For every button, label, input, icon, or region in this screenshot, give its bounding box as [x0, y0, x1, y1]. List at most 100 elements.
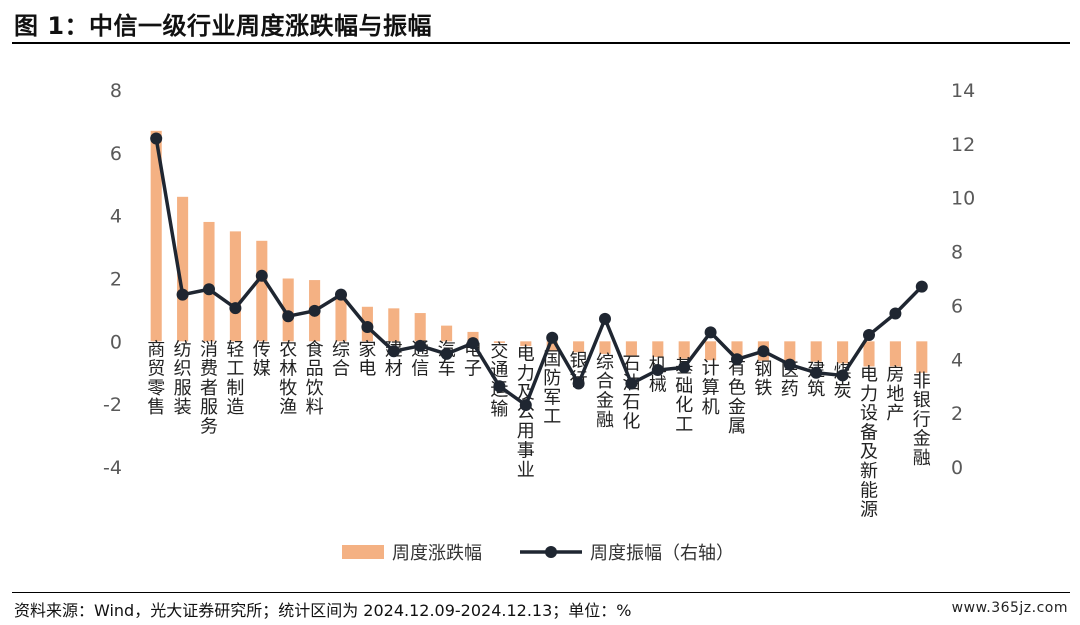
- legend-label-bar: 周度涨跌幅: [392, 543, 482, 564]
- category-label: 传媒: [253, 339, 271, 379]
- line-point-amplitude: [176, 288, 189, 301]
- left-axis-tick-label: 0: [110, 331, 122, 353]
- right-axis-tick-label: 4: [951, 349, 963, 371]
- bar-weekly-change: [335, 297, 347, 342]
- category-label: 有色金属: [728, 358, 746, 437]
- line-point-amplitude: [625, 377, 638, 390]
- line-point-amplitude: [150, 132, 163, 145]
- line-point-amplitude: [915, 280, 928, 293]
- line-point-amplitude: [783, 358, 796, 371]
- category-label: 非银行金融: [913, 371, 931, 469]
- bar-weekly-change: [916, 341, 928, 373]
- line-point-amplitude: [546, 331, 559, 344]
- bar-weekly-change: [705, 341, 717, 361]
- category-label: 纺织服装: [174, 339, 192, 418]
- chart-canvas: 8 6 4 2 0 -2 -4 14 12 10 8 6 4 2 0 商贸零售纺织服装消费者服务轻工制造传媒农…: [103, 80, 975, 564]
- right-axis-tick-label: 14: [951, 80, 975, 102]
- bar-weekly-change: [678, 341, 690, 359]
- category-label: 电力及公用事业: [517, 344, 535, 481]
- bar-weekly-change: [546, 341, 558, 351]
- line-point-amplitude: [810, 366, 823, 379]
- line-point-amplitude: [282, 310, 295, 323]
- category-label: 轻工制造: [226, 339, 244, 418]
- legend-swatch-bar: [342, 545, 384, 559]
- category-label: 基础化工: [675, 357, 693, 436]
- line-point-amplitude: [440, 347, 453, 360]
- category-label: 农林牧渔: [279, 339, 297, 418]
- bar-weekly-change: [837, 341, 849, 364]
- bar-weekly-change: [467, 331, 479, 342]
- line-point-amplitude: [493, 380, 506, 393]
- category-label: 建筑: [807, 360, 825, 400]
- right-axis-tick-label: 0: [951, 457, 963, 479]
- line-point-amplitude: [414, 339, 427, 352]
- bar-weekly-change: [177, 196, 189, 342]
- line-point-amplitude: [203, 283, 215, 296]
- category-label: 商贸零售: [147, 339, 165, 418]
- legend-label-line: 周度振幅（右轴）: [590, 543, 734, 564]
- bar-weekly-change: [520, 341, 532, 347]
- source-note: 资料来源：Wind，光大证券研究所；统计区间为 2024.12.09-2024.…: [14, 601, 632, 620]
- right-axis-tick-label: 2: [951, 403, 963, 425]
- line-point-amplitude: [704, 326, 717, 339]
- bar-weekly-change: [150, 130, 162, 342]
- line-point-amplitude: [467, 337, 479, 350]
- bar-weekly-change: [441, 325, 453, 342]
- source-divider: [12, 592, 1070, 593]
- line-point-amplitude: [599, 312, 611, 325]
- right-axis-tick-label: 6: [951, 295, 963, 317]
- left-axis-tick-label: -2: [103, 394, 122, 416]
- bar-weekly-change: [599, 341, 611, 354]
- category-label: 家电: [358, 339, 376, 379]
- category-label: 电力设备及新能源: [860, 364, 878, 520]
- line-point-amplitude: [731, 353, 743, 366]
- line-point-amplitude: [308, 304, 321, 317]
- right-axis-tick-label: 12: [951, 134, 975, 156]
- bar-weekly-change: [731, 341, 743, 361]
- left-axis-tick-label: 6: [110, 143, 122, 165]
- category-label: 综合: [332, 339, 350, 379]
- legend-swatch-line-marker: [545, 546, 557, 558]
- category-label: 食品饮料: [306, 339, 324, 418]
- line-point-amplitude: [572, 377, 585, 390]
- line-point-amplitude: [836, 369, 849, 382]
- line-point-amplitude: [335, 288, 347, 301]
- left-axis-tick-label: -4: [103, 457, 122, 479]
- right-axis-tick-label: 10: [951, 188, 975, 210]
- left-axis-tick-label: 2: [110, 269, 122, 291]
- title-divider: [12, 42, 1070, 44]
- line-point-amplitude: [757, 345, 770, 358]
- chart-title: 图 1：中信一级行业周度涨跌幅与振幅: [14, 12, 433, 40]
- category-label: 钢铁: [754, 359, 772, 399]
- left-axis-tick-label: 4: [110, 206, 122, 228]
- bar-weekly-change: [889, 341, 901, 367]
- bar-weekly-change: [388, 308, 400, 342]
- right-axis-tick-label: 8: [951, 242, 963, 264]
- line-point-amplitude: [255, 269, 268, 282]
- watermark: www.365jz.com: [951, 600, 1068, 616]
- bar-weekly-change: [256, 240, 268, 342]
- bar-weekly-change: [229, 231, 241, 342]
- line-point-amplitude: [361, 320, 374, 333]
- bar-weekly-change: [573, 341, 585, 353]
- category-label: 消费者服务: [200, 339, 218, 437]
- left-axis-tick-label: 8: [110, 80, 122, 102]
- line-point-amplitude: [678, 361, 691, 374]
- category-label: 综合金融: [596, 352, 614, 431]
- bar-weekly-change: [810, 341, 822, 362]
- bar-weekly-change: [414, 313, 426, 342]
- category-label: 国防军工: [543, 349, 561, 428]
- bar-weekly-change: [652, 341, 664, 358]
- bar-weekly-change: [625, 341, 637, 356]
- line-point-amplitude: [229, 302, 242, 315]
- line-point-amplitude: [519, 399, 532, 412]
- line-point-amplitude: [889, 307, 902, 320]
- category-label: 房地产: [886, 364, 904, 424]
- bar-weekly-change: [493, 341, 505, 343]
- bar-weekly-change: [784, 341, 796, 362]
- bar-weekly-change: [282, 278, 294, 342]
- bar-weekly-change: [863, 341, 875, 367]
- bar-weekly-change: [203, 221, 215, 342]
- category-label: 计算机: [702, 358, 720, 418]
- line-point-amplitude: [387, 345, 400, 358]
